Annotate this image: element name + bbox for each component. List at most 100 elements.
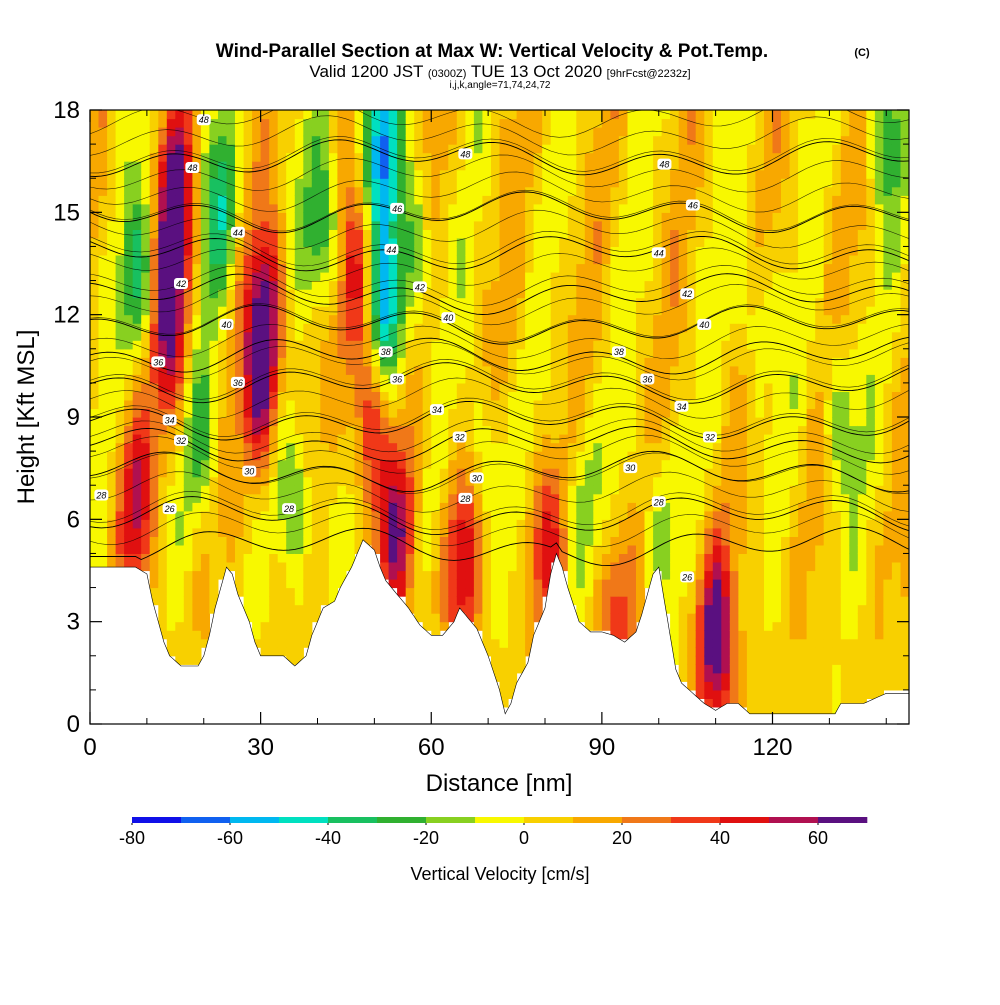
heatmap-cell xyxy=(252,476,262,486)
heatmap-cell xyxy=(183,110,193,120)
heatmap-cell xyxy=(439,195,449,205)
heatmap-cell xyxy=(337,382,347,392)
heatmap-cell xyxy=(345,263,355,273)
heatmap-cell xyxy=(593,195,603,205)
heatmap-cell xyxy=(567,195,577,205)
heatmap-cell xyxy=(465,237,475,247)
heatmap-cell xyxy=(132,186,142,196)
heatmap-cell xyxy=(618,485,628,495)
heatmap-cell xyxy=(584,476,594,486)
heatmap-cell xyxy=(200,579,210,589)
heatmap-cell xyxy=(482,178,492,188)
heatmap-cell xyxy=(764,289,774,299)
heatmap-cell xyxy=(738,220,748,230)
heatmap-cell xyxy=(593,118,603,128)
heatmap-cell xyxy=(354,357,364,367)
heatmap-cell xyxy=(294,169,304,179)
heatmap-cell xyxy=(149,391,159,401)
heatmap-cell xyxy=(183,604,193,614)
heatmap-cell xyxy=(235,391,245,401)
heatmap-cell xyxy=(653,212,663,222)
heatmap-cell xyxy=(525,127,535,137)
heatmap-cell xyxy=(303,399,313,409)
heatmap-cell xyxy=(166,237,176,247)
heatmap-cell xyxy=(601,374,611,384)
heatmap-cell xyxy=(473,220,483,230)
heatmap-cell xyxy=(627,297,637,307)
heatmap-cell xyxy=(533,323,543,333)
heatmap-cell xyxy=(132,502,142,512)
heatmap-cell xyxy=(661,348,671,358)
heatmap-cell xyxy=(320,434,330,444)
heatmap-cell xyxy=(218,493,228,503)
heatmap-cell xyxy=(303,144,313,154)
heatmap-cell xyxy=(746,178,756,188)
chart-indices-line: i,j,k,angle=71,74,24,72 xyxy=(450,80,551,91)
heatmap-cell xyxy=(363,357,373,367)
heatmap-cell xyxy=(405,399,415,409)
heatmap-cell xyxy=(277,553,287,563)
heatmap-cell xyxy=(149,536,159,546)
heatmap-cell xyxy=(422,314,432,324)
heatmap-cell xyxy=(439,459,449,469)
heatmap-cell xyxy=(746,152,756,162)
heatmap-cell xyxy=(456,596,466,606)
heatmap-cell xyxy=(98,417,108,427)
heatmap-cell xyxy=(670,647,680,657)
heatmap-cell xyxy=(277,382,287,392)
heatmap-cell xyxy=(550,519,560,529)
heatmap-cell xyxy=(525,451,535,461)
heatmap-cell xyxy=(499,127,509,137)
heatmap-cell xyxy=(107,562,117,572)
heatmap-cell xyxy=(328,553,338,563)
heatmap-cell xyxy=(482,519,492,529)
heatmap-cell xyxy=(465,468,475,478)
heatmap-cell xyxy=(200,348,210,358)
heatmap-cell xyxy=(380,118,390,128)
heatmap-cell xyxy=(260,280,270,290)
heatmap-cell xyxy=(755,289,765,299)
heatmap-cell xyxy=(610,357,620,367)
heatmap-cell xyxy=(414,519,424,529)
heatmap-cell xyxy=(320,161,330,171)
heatmap-cell xyxy=(158,237,168,247)
heatmap-cell xyxy=(235,493,245,503)
heatmap-cell xyxy=(738,374,748,384)
heatmap-cell xyxy=(345,110,355,120)
heatmap-cell xyxy=(388,553,398,563)
heatmap-cell xyxy=(397,468,407,478)
heatmap-cell xyxy=(764,502,774,512)
heatmap-cell xyxy=(149,459,159,469)
heatmap-cell xyxy=(644,255,654,265)
heatmap-cell xyxy=(235,451,245,461)
heatmap-cell xyxy=(729,382,739,392)
heatmap-cell xyxy=(491,493,501,503)
heatmap-cell xyxy=(328,596,338,606)
heatmap-cell xyxy=(636,357,646,367)
subtitle-utc: (0300Z) xyxy=(428,68,467,80)
heatmap-cell xyxy=(141,212,151,222)
heatmap-cell xyxy=(618,536,628,546)
heatmap-cell xyxy=(354,519,364,529)
heatmap-cell xyxy=(439,604,449,614)
heatmap-cell xyxy=(525,408,535,418)
heatmap-cell xyxy=(345,476,355,486)
heatmap-cell xyxy=(132,161,142,171)
heatmap-cell xyxy=(320,306,330,316)
heatmap-cell xyxy=(277,399,287,409)
heatmap-cell xyxy=(610,331,620,341)
heatmap-cell xyxy=(311,331,321,341)
heatmap-cell xyxy=(354,152,364,162)
heatmap-cell xyxy=(345,510,355,520)
heatmap-cell xyxy=(473,434,483,444)
heatmap-cell xyxy=(269,237,279,247)
heatmap-cell xyxy=(687,340,697,350)
heatmap-cell xyxy=(618,451,628,461)
heatmap-cell xyxy=(661,604,671,614)
heatmap-cell xyxy=(405,263,415,273)
heatmap-cell xyxy=(593,621,603,631)
heatmap-cell xyxy=(431,510,441,520)
heatmap-cell xyxy=(644,161,654,171)
heatmap-cell xyxy=(243,229,253,239)
heatmap-cell xyxy=(132,331,142,341)
